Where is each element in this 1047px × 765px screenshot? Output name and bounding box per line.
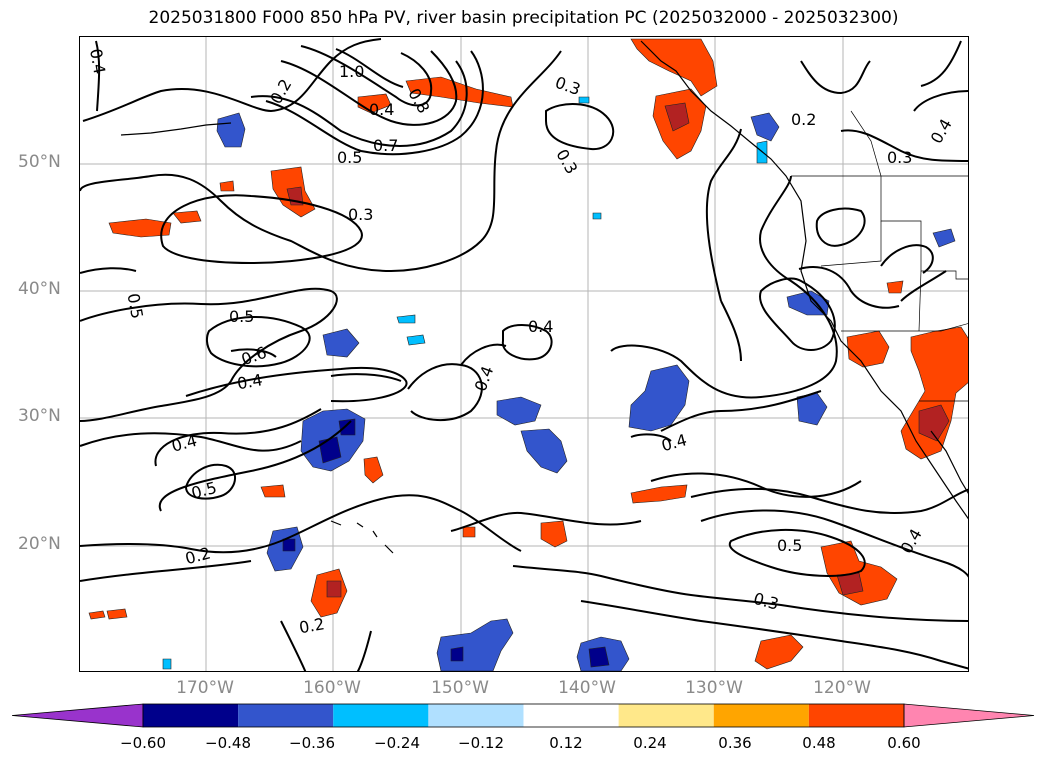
contour-label: 0.7 — [373, 136, 398, 155]
contour-label: 0.3 — [552, 146, 581, 178]
precip-area — [322, 328, 360, 358]
contour-label: 0.5 — [777, 536, 802, 555]
precip-area — [630, 38, 718, 97]
contour-label: 0.2 — [791, 110, 816, 129]
colorbar-segment — [808, 704, 904, 727]
colorbar-tick-label: −0.24 — [374, 734, 420, 752]
precip-area — [932, 228, 956, 248]
lat-label-50n: 50°N — [18, 152, 61, 172]
contour-label: 0.5 — [189, 478, 219, 503]
precip-area — [918, 404, 950, 442]
precip-area — [162, 658, 172, 670]
lat-label-30n: 30°N — [18, 406, 61, 426]
precip-area — [172, 210, 202, 224]
contour-label: 0.2 — [183, 543, 213, 568]
map-panel: 0.4 1.0 0.8 0.3 0.2 0.4 0.7 0.5 0.3 0.3 … — [79, 36, 969, 672]
precip-area — [436, 618, 514, 671]
contour-label: 0.4 — [927, 115, 956, 147]
precip-area — [462, 526, 476, 538]
colorbar-tick-label: 0.48 — [802, 734, 836, 752]
colorbar-extend-high — [903, 703, 1035, 728]
colorbar-segment — [333, 704, 429, 727]
precip-positive-areas — [88, 38, 968, 670]
precip-area — [108, 218, 172, 238]
contour-label: 0.4 — [86, 47, 109, 75]
contour-label: 0.5 — [229, 307, 254, 326]
precip-area — [846, 330, 890, 368]
precip-area — [106, 608, 128, 620]
precip-area — [750, 112, 780, 142]
pv-contours — [80, 38, 968, 671]
contour-label: 0.4 — [471, 363, 498, 393]
contour-label: 0.3 — [751, 589, 781, 614]
contour-label: 0.4 — [369, 100, 394, 119]
lon-label-140w: 140°W — [558, 678, 616, 698]
contour-label: 0.3 — [887, 148, 912, 167]
colorbar-tick-label: −0.12 — [458, 734, 504, 752]
precip-area — [630, 484, 688, 504]
contour-label: 1.0 — [339, 62, 364, 81]
lon-label-150w: 150°W — [431, 678, 489, 698]
contour-label: 0.2 — [298, 614, 326, 637]
precip-area — [520, 428, 568, 474]
precip-area — [338, 418, 356, 436]
borders — [791, 110, 968, 402]
contour-label: 0.5 — [337, 148, 362, 167]
lon-label-170w: 170°W — [176, 678, 234, 698]
precip-area — [216, 112, 246, 148]
contour-label: 0.4 — [659, 430, 689, 455]
precip-area — [592, 212, 602, 220]
colorbar-extend-low — [12, 703, 144, 728]
precip-area — [450, 646, 464, 662]
precip-area — [628, 364, 690, 432]
colorbar-tick-label: 0.24 — [633, 734, 667, 752]
colorbar-segment — [523, 704, 619, 727]
contour-label: 0.4 — [236, 370, 264, 393]
precip-area — [664, 102, 690, 132]
lon-label-160w: 160°W — [303, 678, 361, 698]
map-canvas: 0.4 1.0 0.8 0.3 0.2 0.4 0.7 0.5 0.3 0.3 … — [80, 37, 968, 671]
contour-label: 0.4 — [528, 317, 553, 336]
map-title: 2025031800 F000 850 hPa PV, river basin … — [148, 8, 899, 28]
colorbar-tick-label: 0.60 — [887, 734, 921, 752]
colorbar-segment — [238, 704, 334, 727]
colorbar-segment — [428, 704, 524, 727]
precip-area — [406, 334, 426, 346]
precip-area — [260, 484, 286, 498]
contour-label: 0.5 — [124, 292, 147, 320]
colorbar-segment — [618, 704, 714, 727]
precip-area — [326, 580, 342, 598]
colorbar-tick-label: 0.36 — [718, 734, 752, 752]
precip-area — [496, 396, 542, 426]
lon-label-130w: 130°W — [685, 678, 743, 698]
precip-area — [396, 314, 416, 324]
colorbar-tick-label: 0.12 — [549, 734, 583, 752]
colorbar — [12, 703, 1035, 728]
precip-area — [578, 96, 590, 104]
lat-label-20n: 20°N — [18, 534, 61, 554]
precip-area — [88, 610, 106, 620]
precip-area — [900, 326, 968, 460]
lat-label-40n: 40°N — [18, 279, 61, 299]
precip-area — [282, 538, 296, 552]
precip-area — [219, 180, 235, 192]
contour-label: 0.3 — [348, 205, 373, 224]
precip-area — [886, 280, 904, 294]
coastlines — [120, 40, 968, 554]
colorbar-segment — [143, 704, 239, 727]
contour-label: 0.3 — [553, 73, 583, 100]
lon-label-120w: 120°W — [813, 678, 871, 698]
colorbar-segment — [713, 704, 809, 727]
precip-area — [540, 520, 568, 548]
contour-label: 0.4 — [897, 525, 926, 557]
precip-negative-areas — [162, 96, 956, 671]
colorbar-tick-label: −0.36 — [289, 734, 335, 752]
colorbar-tick-label: −0.48 — [205, 734, 251, 752]
precip-area — [754, 634, 804, 670]
precip-area — [588, 646, 610, 668]
colorbar-frame — [142, 703, 905, 728]
precip-area — [363, 456, 384, 484]
colorbar-tick-label: −0.60 — [120, 734, 166, 752]
